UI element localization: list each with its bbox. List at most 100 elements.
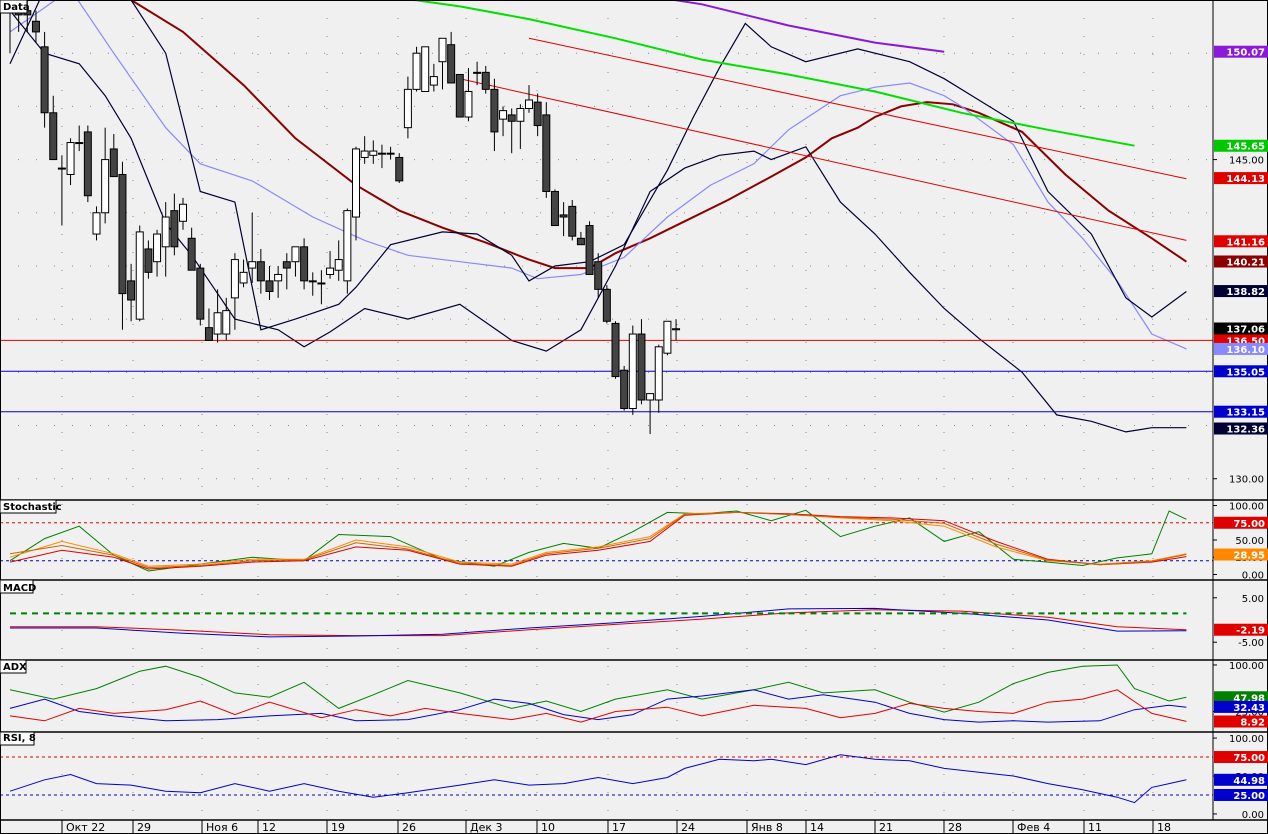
candle-body [300,246,309,282]
candle-body [620,369,629,410]
price-badge-label: 136.50 [1226,336,1265,347]
y-tick-label: 0.00 [1242,570,1264,581]
candle-body [568,205,577,237]
candle-body [75,142,84,145]
candle-body [187,237,196,271]
x-tick-label: 29 [137,821,151,834]
price-badge-label: 140.21 [1226,257,1265,268]
panel-title-box [0,0,28,14]
y-tick-label: 130.00 [1229,475,1264,486]
price-badge-label: 75.00 [1233,753,1265,764]
panel-title-adx: ADX [3,662,27,673]
price-badge [1214,322,1268,335]
x-tick-label: 14 [810,821,824,834]
price-badge [1214,623,1268,636]
candle-body [525,99,533,110]
indicator-line [9,689,1187,723]
candle-body [533,101,542,127]
candle-body [360,150,369,158]
price-badge-label: 132.36 [1226,425,1265,436]
price-badge-label: 144.13 [1226,174,1265,185]
x-tick-label: 11 [1088,821,1102,834]
price-badge [1214,422,1268,435]
candle-body [317,282,326,285]
candle-body [611,322,620,378]
candle-body [49,112,58,161]
candle-body [594,261,603,290]
price-badge [1214,516,1268,529]
price-badge-label: 137.06 [1226,325,1265,336]
price-badge [1214,548,1268,561]
price-badge-label: 47.98 [1233,693,1265,704]
candle-body [256,261,265,282]
panel-title-macd: MACD [3,583,36,594]
price-badge [1214,751,1268,764]
candle-body [602,288,611,322]
x-tick-label: 28 [948,821,962,834]
candle-body [127,280,136,301]
overlay-line [129,0,1187,270]
candle-body [239,271,248,284]
candle-body [40,46,49,114]
x-tick-label: 12 [262,821,276,834]
candle-body [57,167,66,170]
price-badge-label: 28.95 [1233,551,1265,562]
candle-body [403,88,412,129]
indicator-line [9,689,1187,723]
candle-body [481,71,490,90]
x-tick-label: Окт 22 [66,821,105,834]
candle-body [326,267,335,275]
candle-body [135,231,144,320]
overlay-layer [0,0,1213,433]
overlay-line [668,0,945,53]
candle-body [291,246,300,263]
y-tick-label: 0.00 [1242,810,1264,821]
price-badge-label: 150.07 [1226,48,1265,59]
candle-body [101,159,110,214]
panel-title-data: Data [3,2,30,13]
price-badge-label: 32.43 [1233,703,1265,714]
indicator-line [9,511,1187,567]
indicator-line [9,511,1187,570]
indicator-line [9,511,1187,569]
panel-title-box [0,659,27,674]
overlay-line [9,0,1187,350]
overlay-line [9,10,1187,433]
price-badge [1214,405,1268,418]
candle-body [516,108,525,122]
candle-body [628,333,637,410]
candle-body [31,20,40,33]
candle-body [230,259,239,299]
panel-title-box [0,731,35,746]
candle-body [213,312,222,335]
x-tick-label: 21 [879,821,893,834]
candle-body [118,173,127,295]
price-badge-label: 141.16 [1226,237,1265,248]
x-tick-label: Дек 3 [470,821,503,834]
price-badge-label: 136.10 [1226,345,1265,356]
price-badge [1214,788,1268,801]
candle-body [179,203,187,222]
candle-body [455,73,464,118]
candle-body [92,212,101,235]
candle-body [447,44,456,84]
candle-body [170,210,179,248]
candle-body [421,46,430,92]
x-tick-label: Янв 8 [751,821,783,834]
candle-body [352,148,360,218]
candle-body [161,216,170,248]
price-badge [1214,773,1268,786]
x-tick-label: 24 [681,821,695,834]
x-tick-label: 17 [612,821,626,834]
x-axis-labels: Окт 22 29 Ноя 6 12 19 26 Дек 3 10 17 24 Янв 8 14 21 2… [66,821,1171,834]
candle-body [282,261,291,269]
overlay-line [407,0,1135,147]
y-tick-label: 50.00 [1235,536,1264,547]
x-tick-label: 18 [1157,821,1171,834]
candle-body [490,88,499,133]
y-tick-label: 145.00 [1229,156,1264,167]
candle-body [672,328,681,331]
indicator-line [9,509,1187,572]
price-badge [1214,365,1268,378]
